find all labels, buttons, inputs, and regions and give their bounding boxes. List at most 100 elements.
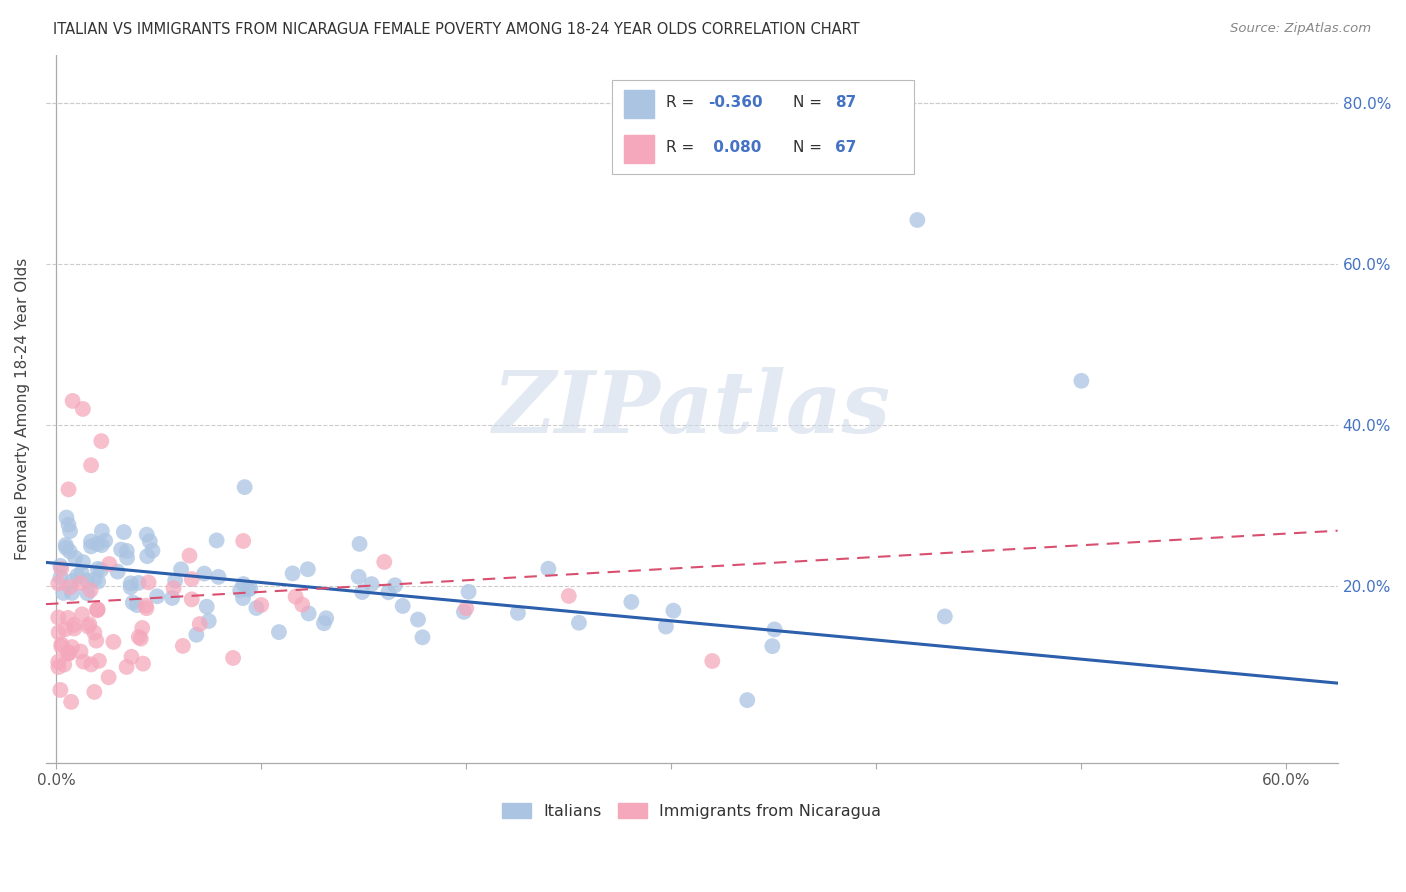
- Point: [298, 607, 321, 621]
- Text: 0.080: 0.080: [709, 140, 762, 155]
- Point: [46, 610, 69, 624]
- Point: [79, 617, 101, 632]
- Point: [58, 645, 80, 659]
- Point: [62, 393, 84, 408]
- Point: [193, 566, 215, 581]
- Point: [76, 586, 98, 600]
- Text: 87: 87: [835, 95, 856, 111]
- Point: [52, 586, 75, 600]
- Point: [172, 639, 194, 653]
- Point: [58, 647, 80, 661]
- Point: [162, 581, 184, 595]
- Point: [87, 562, 110, 576]
- Point: [233, 480, 256, 494]
- Point: [763, 623, 786, 637]
- Point: [232, 533, 254, 548]
- Point: [83, 625, 105, 640]
- Point: [250, 598, 273, 612]
- Point: [537, 562, 560, 576]
- Point: [60, 586, 83, 600]
- Point: [63, 618, 86, 632]
- Point: [135, 601, 157, 615]
- Point: [406, 613, 429, 627]
- Point: [453, 605, 475, 619]
- Text: Source: ZipAtlas.com: Source: ZipAtlas.com: [1230, 22, 1371, 36]
- Point: [558, 589, 581, 603]
- Point: [457, 584, 479, 599]
- Point: [103, 635, 125, 649]
- Point: [245, 601, 267, 615]
- Point: [69, 576, 91, 591]
- Point: [662, 604, 685, 618]
- Point: [349, 537, 371, 551]
- Point: [51, 640, 73, 654]
- Point: [141, 543, 163, 558]
- Point: [132, 657, 155, 671]
- Point: [86, 537, 108, 551]
- Point: [87, 654, 110, 668]
- Point: [146, 589, 169, 603]
- Point: [115, 544, 138, 558]
- Point: [135, 599, 157, 613]
- Point: [107, 565, 129, 579]
- Point: [352, 585, 374, 599]
- Point: [737, 693, 759, 707]
- Point: [186, 628, 208, 642]
- Point: [207, 570, 229, 584]
- Text: ZIPatlas: ZIPatlas: [492, 368, 891, 450]
- Bar: [624, 135, 654, 162]
- Point: [79, 583, 101, 598]
- Text: -0.360: -0.360: [709, 95, 763, 111]
- Point: [86, 602, 108, 616]
- Point: [46, 576, 69, 591]
- Bar: [624, 89, 654, 118]
- Point: [239, 582, 262, 596]
- Point: [291, 598, 314, 612]
- Point: [160, 591, 183, 605]
- Point: [112, 524, 135, 539]
- Point: [205, 533, 228, 548]
- Point: [48, 660, 70, 674]
- Point: [87, 574, 110, 589]
- Point: [70, 607, 93, 622]
- Point: [55, 538, 77, 552]
- Point: [411, 630, 433, 644]
- Point: [60, 640, 83, 654]
- Point: [284, 590, 307, 604]
- Point: [97, 670, 120, 684]
- Point: [60, 574, 83, 588]
- Point: [315, 611, 337, 625]
- Point: [55, 622, 77, 636]
- Point: [222, 651, 245, 665]
- Point: [80, 458, 103, 473]
- Point: [377, 585, 399, 599]
- Text: 67: 67: [835, 140, 856, 155]
- Point: [180, 592, 202, 607]
- Point: [59, 524, 82, 538]
- Point: [934, 609, 956, 624]
- Point: [94, 533, 117, 548]
- Point: [80, 657, 103, 672]
- Point: [128, 630, 150, 644]
- Point: [49, 682, 72, 697]
- Point: [131, 621, 153, 635]
- Point: [195, 599, 218, 614]
- Point: [125, 598, 148, 612]
- Point: [180, 572, 202, 586]
- Point: [506, 606, 529, 620]
- Point: [59, 580, 82, 594]
- Point: [72, 401, 94, 416]
- Point: [58, 483, 80, 497]
- Point: [129, 632, 152, 646]
- Point: [267, 625, 290, 640]
- Point: [80, 540, 103, 554]
- Point: [58, 517, 80, 532]
- Point: [98, 557, 121, 571]
- Point: [620, 595, 643, 609]
- Point: [1070, 374, 1092, 388]
- Point: [347, 570, 370, 584]
- Point: [90, 434, 112, 449]
- Point: [83, 573, 105, 587]
- Point: [297, 562, 319, 576]
- Point: [236, 582, 259, 597]
